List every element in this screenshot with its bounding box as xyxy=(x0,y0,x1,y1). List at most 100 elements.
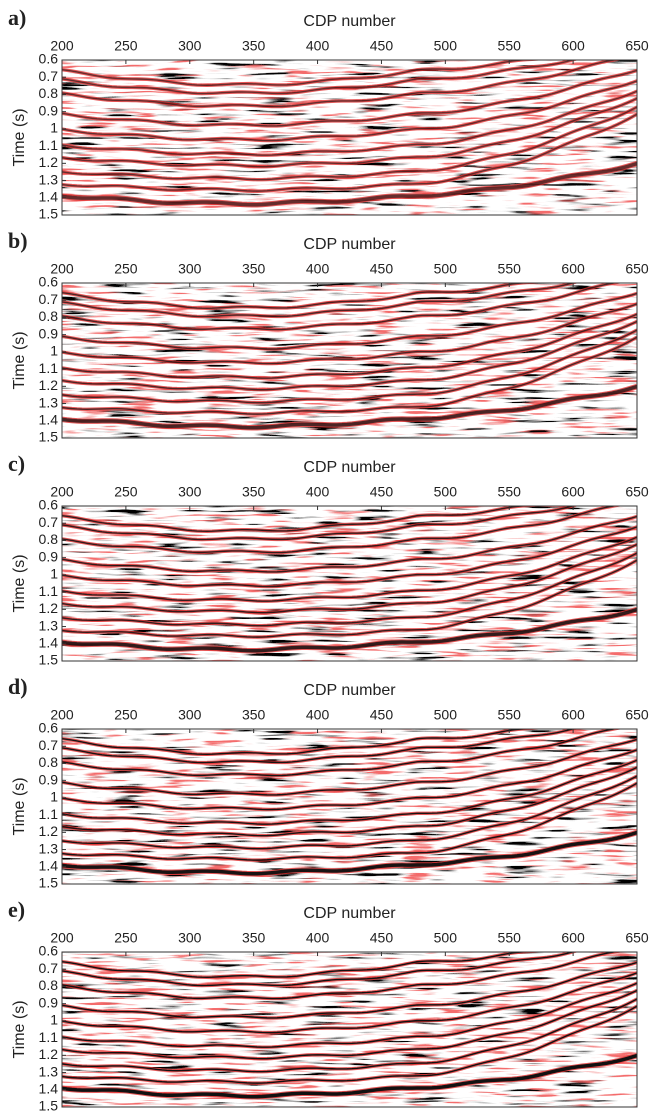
x-tick-label: 450 xyxy=(370,261,394,277)
reflector xyxy=(62,320,637,391)
plot-frame xyxy=(61,728,638,885)
plot-frame xyxy=(61,951,638,1108)
y-tick-label: 0.6 xyxy=(39,720,59,736)
x-tick-label: 600 xyxy=(561,261,585,277)
x-tick-label: 450 xyxy=(370,930,394,946)
x-tick-label: 600 xyxy=(561,930,585,946)
y-tick-label: 1.4 xyxy=(39,857,59,873)
reflector xyxy=(62,97,637,168)
x-tick-label: 550 xyxy=(498,707,522,723)
x-tick-label: 450 xyxy=(370,484,394,500)
y-axis-title: Time (s) xyxy=(11,331,28,389)
x-tick-label: 450 xyxy=(370,707,394,723)
y-tick-label: 0.9 xyxy=(39,548,59,564)
y-tick-label: 0.9 xyxy=(39,994,59,1010)
seismic-section xyxy=(62,283,637,438)
y-tick-label: 1.3 xyxy=(39,171,59,187)
x-tick-label: 600 xyxy=(561,38,585,54)
plot-frame xyxy=(61,282,638,439)
y-tick-label: 0.8 xyxy=(39,531,59,547)
y-tick-label: 0.7 xyxy=(39,737,59,753)
y-tick-label: 0.6 xyxy=(39,943,59,959)
reflector xyxy=(62,559,637,638)
reflector xyxy=(62,961,637,1019)
reflector xyxy=(62,313,637,379)
y-tick-label: 1.4 xyxy=(39,1080,59,1096)
y-tick-label: 1.2 xyxy=(39,154,59,170)
reflector xyxy=(62,526,637,588)
y-tick-label: 1 xyxy=(50,1012,58,1028)
x-tick-label: 300 xyxy=(178,38,202,54)
reflector xyxy=(62,506,618,554)
x-tick-label: 350 xyxy=(242,930,266,946)
y-tick-label: 1.5 xyxy=(39,429,59,445)
y-tick-label: 1.1 xyxy=(39,137,59,153)
x-tick-label: 250 xyxy=(114,930,138,946)
reflector xyxy=(62,998,637,1073)
reflector xyxy=(62,782,637,861)
reflector xyxy=(62,60,575,95)
y-axis-title: Time (s) xyxy=(11,777,28,835)
x-tick-label: 650 xyxy=(625,484,649,500)
x-tick-label: 200 xyxy=(50,38,74,54)
seismic-section xyxy=(62,506,637,661)
panel-label: b) xyxy=(8,228,28,253)
seismic-section xyxy=(62,952,637,1107)
panel-label: a) xyxy=(8,5,26,30)
y-axis-title: Time (s) xyxy=(11,554,28,612)
reflector xyxy=(62,283,618,331)
x-tick-label: 650 xyxy=(625,707,649,723)
y-tick-label: 0.9 xyxy=(39,771,59,787)
reflector xyxy=(62,952,575,987)
x-tick-label: 350 xyxy=(242,261,266,277)
reflector xyxy=(62,552,637,627)
x-tick-label: 300 xyxy=(178,261,202,277)
x-tick-label: 300 xyxy=(178,707,202,723)
x-tick-label: 350 xyxy=(242,707,266,723)
reflector xyxy=(62,1053,637,1099)
y-tick-label: 0.6 xyxy=(39,51,59,67)
x-tick-label: 550 xyxy=(498,930,522,946)
y-axis-title: Time (s) xyxy=(11,108,28,166)
y-tick-label: 1 xyxy=(50,120,58,136)
x-tick-label: 550 xyxy=(498,38,522,54)
x-tick-label: 500 xyxy=(434,484,458,500)
y-tick-label: 1.3 xyxy=(39,1063,59,1079)
x-tick-label: 600 xyxy=(561,707,585,723)
y-tick-label: 1.1 xyxy=(39,583,59,599)
y-tick-label: 1.2 xyxy=(39,1046,59,1062)
y-tick-label: 0.8 xyxy=(39,308,59,324)
x-axis-title: CDP number xyxy=(303,236,396,253)
reflector xyxy=(62,506,532,532)
reflector xyxy=(62,729,532,755)
x-axis-title: CDP number xyxy=(303,682,396,699)
y-tick-label: 1.3 xyxy=(39,840,59,856)
reflector xyxy=(62,506,575,541)
y-tick-label: 0.6 xyxy=(39,274,59,290)
x-tick-label: 650 xyxy=(625,38,649,54)
plot-frame xyxy=(61,505,638,662)
y-tick-label: 1.1 xyxy=(39,360,59,376)
y-tick-label: 0.7 xyxy=(39,514,59,530)
reflector xyxy=(62,607,637,653)
reflector xyxy=(62,775,637,850)
reflector xyxy=(62,69,637,127)
x-axis-title: CDP number xyxy=(303,459,396,476)
y-tick-label: 0.8 xyxy=(39,754,59,770)
x-tick-label: 250 xyxy=(114,261,138,277)
reflector xyxy=(62,336,637,415)
reflector xyxy=(62,989,637,1060)
reflector xyxy=(62,543,637,614)
y-tick-label: 1.2 xyxy=(39,823,59,839)
reflector xyxy=(62,952,532,978)
x-tick-label: 600 xyxy=(561,484,585,500)
y-tick-label: 0.7 xyxy=(39,68,59,84)
x-tick-label: 350 xyxy=(242,484,266,500)
reflector xyxy=(62,738,637,796)
x-tick-label: 400 xyxy=(306,484,330,500)
x-tick-label: 450 xyxy=(370,38,394,54)
panel-label: e) xyxy=(8,897,25,922)
y-tick-label: 0.8 xyxy=(39,85,59,101)
y-tick-label: 1.5 xyxy=(39,652,59,668)
